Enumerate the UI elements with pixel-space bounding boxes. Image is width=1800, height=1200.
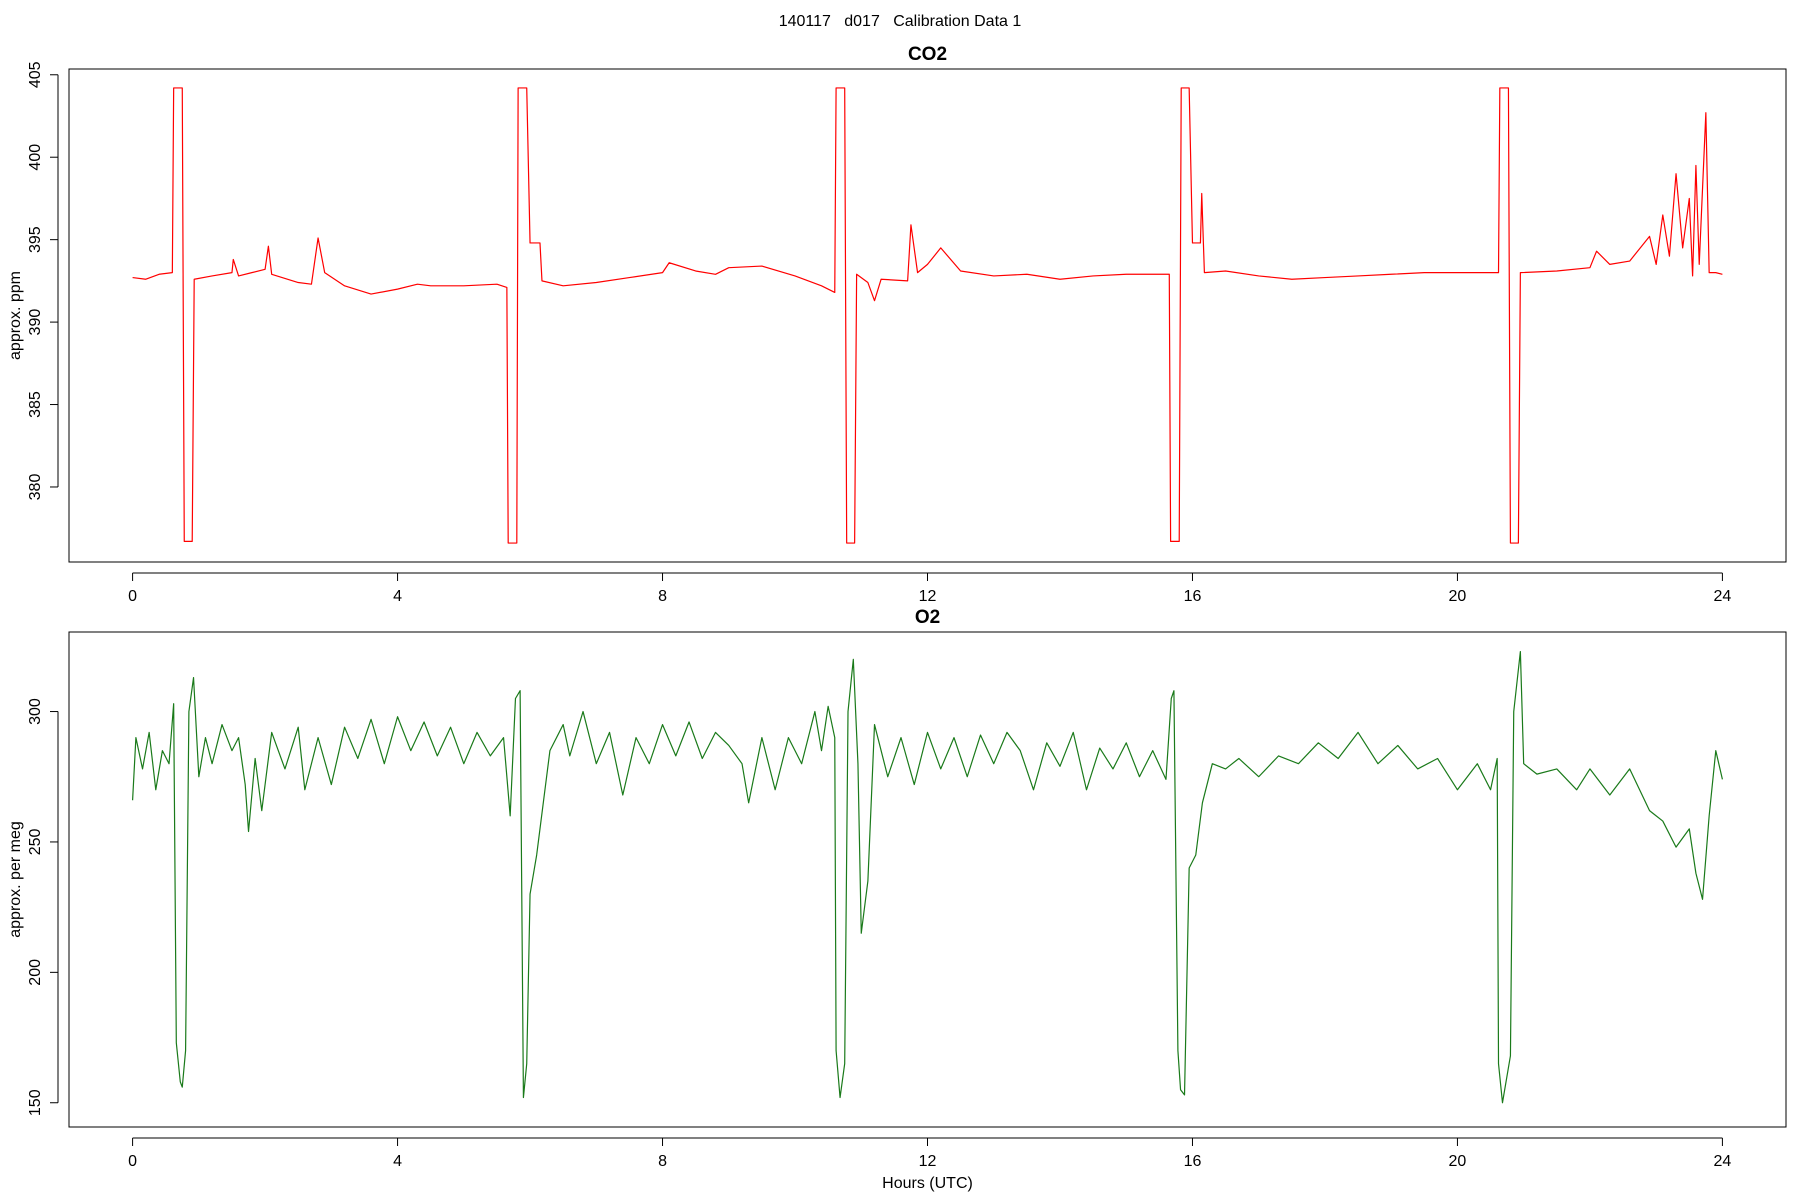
y-tick-label: 385 <box>27 391 44 418</box>
y-tick-label: 200 <box>27 959 44 986</box>
x-tick-label: 0 <box>128 1153 137 1170</box>
plot-frame <box>68 631 1787 1128</box>
y-axis-label: approx. per meg <box>7 821 24 938</box>
x-tick-label: 16 <box>1184 1153 1202 1170</box>
x-tick-label: 20 <box>1449 588 1467 605</box>
y-axis-label: approx. ppm <box>7 271 24 360</box>
x-tick-label: 16 <box>1184 588 1202 605</box>
x-tick-label: 24 <box>1714 1153 1732 1170</box>
panel-title: O2 <box>915 607 940 628</box>
x-tick-label: 8 <box>658 588 667 605</box>
y-tick-label: 250 <box>27 828 44 855</box>
plot-frame <box>68 68 1787 563</box>
panel-title: CO2 <box>908 44 947 65</box>
x-tick-label: 4 <box>393 1153 402 1170</box>
x-axis-label: Hours (UTC) <box>882 1175 973 1192</box>
panel: CO2 approx. ppm 0 4 8 12 16 20 24 380 385 390 395 400… <box>7 44 1787 605</box>
data-line <box>131 650 1723 1104</box>
x-tick-label: 24 <box>1714 588 1732 605</box>
y-tick-label: 400 <box>27 144 44 171</box>
y-tick-label: 405 <box>27 61 44 88</box>
y-tick-label: 390 <box>27 309 44 336</box>
x-tick-label: 8 <box>658 1153 667 1170</box>
panel: O2 approx. per meg Hours (UTC) 0 4 8 12 16 20 24 1… <box>7 607 1787 1192</box>
x-tick-label: 4 <box>393 588 402 605</box>
x-tick-label: 0 <box>128 588 137 605</box>
x-tick-label: 12 <box>919 1153 937 1170</box>
y-tick-label: 300 <box>27 698 44 725</box>
figure-title: 140117 d017 Calibration Data 1 <box>779 13 1022 30</box>
y-tick-label: 380 <box>27 474 44 501</box>
y-tick-label: 150 <box>27 1089 44 1116</box>
y-tick-label: 395 <box>27 226 44 253</box>
x-tick-label: 12 <box>919 588 937 605</box>
x-tick-label: 20 <box>1449 1153 1467 1170</box>
data-line <box>132 87 1723 544</box>
